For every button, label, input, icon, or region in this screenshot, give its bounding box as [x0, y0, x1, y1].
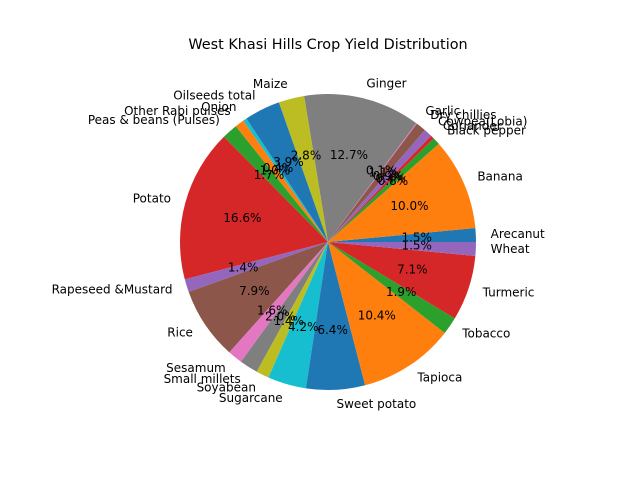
slice-label-peas-beans-pulses: Peas & beans (Pulses) — [88, 113, 220, 127]
slice-percent-ginger: 12.7% — [330, 148, 368, 162]
slice-percent-soyabean: 1.4% — [273, 314, 304, 328]
slice-percent-onion: 0.4% — [263, 161, 294, 175]
slice-label-onion: Onion — [201, 100, 236, 114]
slice-percent-rice: 7.9% — [239, 284, 270, 298]
slice-label-other-rabi-pulses: Other Rabi pulses — [124, 104, 231, 118]
slice-percent-wheat: 1.5% — [401, 239, 432, 253]
slice-percent-turmeric: 7.1% — [397, 262, 428, 276]
slice-percent-potato: 16.6% — [223, 211, 261, 225]
slice-percent-tapioca: 10.4% — [358, 309, 396, 323]
pie-slice-rice — [188, 242, 328, 353]
slice-label-garlic: Garlic — [425, 104, 460, 118]
pie-slice-ginger — [304, 94, 417, 243]
pie-slice-peas-beans-pulses — [223, 126, 328, 242]
slice-percent-tobacco: 1.9% — [386, 285, 417, 299]
slice-label-turmeric: Turmeric — [482, 285, 535, 299]
pie-slice-black-pepper — [328, 138, 439, 242]
slice-label-arecanut: Arecanut — [491, 227, 545, 241]
pie-slice-rapeseed-mustard — [184, 242, 328, 292]
slice-label-dry-chillies: Dry chillies — [430, 108, 496, 122]
slice-label-small-millets: Small millets — [164, 372, 241, 386]
pie-slice-coriander — [328, 135, 434, 242]
pie-slice-small-millets — [240, 242, 328, 372]
slice-label-coriander: Coriander — [443, 119, 502, 133]
pie-slice-other-rabi-pulses — [235, 120, 328, 242]
slice-percent-maize: 2.8% — [291, 148, 322, 162]
slice-percent-coriander: 0.4% — [375, 172, 406, 186]
slice-percent-cowpea-lobia: 0.9% — [373, 169, 404, 183]
pie-slice-dry-chillies — [328, 123, 425, 242]
pie-slice-oilseeds-total — [246, 102, 328, 243]
slice-percent-rapeseed-mustard: 1.4% — [228, 261, 259, 275]
slice-percent-sesamum: 1.6% — [257, 304, 288, 318]
pie-slice-onion — [243, 118, 328, 242]
slice-percent-arecanut: 1.5% — [401, 230, 432, 244]
slice-label-soyabean: Soyabean — [197, 380, 256, 394]
slice-label-ginger: Ginger — [366, 76, 406, 90]
slice-label-sweet-potato: Sweet potato — [336, 397, 416, 411]
pie-slice-banana — [328, 143, 476, 242]
slice-label-sugarcane: Sugarcane — [219, 391, 283, 405]
pie-slice-tapioca — [328, 242, 445, 386]
slice-percent-black-pepper: 0.8% — [378, 174, 409, 188]
slice-label-cowpea-lobia: Cowpea(Lobia) — [438, 115, 527, 129]
slice-percent-dry-chillies: 1.1% — [369, 165, 400, 179]
pie-slice-wheat — [328, 242, 476, 256]
pie-slice-arecanut — [328, 228, 476, 242]
slice-label-black-pepper: Black pepper — [447, 124, 526, 138]
pie-slice-soyabean — [256, 242, 328, 378]
pie-slice-turmeric — [328, 242, 476, 319]
chart-title: West Khasi Hills Crop Yield Distribution — [188, 37, 467, 53]
slice-percent-small-millets: 2.0% — [265, 309, 296, 323]
slice-percent-sweet-potato: 6.4% — [317, 323, 348, 337]
slice-label-potato: Potato — [133, 191, 171, 205]
pie-slice-cowpea-lobia — [328, 130, 432, 242]
pie-slice-maize — [278, 95, 328, 242]
pie-slice-garlic — [328, 123, 417, 242]
slice-percent-oilseeds-total: 3.9% — [273, 155, 304, 169]
slice-label-rapeseed-mustard: Rapeseed &Mustard — [52, 283, 173, 297]
slice-label-tapioca: Tapioca — [416, 371, 462, 385]
pie-slice-sweet-potato — [305, 242, 366, 391]
pie-slice-sugarcane — [268, 242, 328, 389]
pie-slice-sesamum — [229, 242, 328, 362]
pie-slice-tobacco — [328, 242, 455, 333]
slice-percent-banana: 10.0% — [390, 199, 428, 213]
pie-slice-potato — [179, 136, 328, 280]
slice-label-rice: Rice — [167, 325, 193, 339]
slice-percent-peas-beans-pulses: 1.7% — [254, 168, 285, 182]
slice-percent-garlic: 0.1% — [366, 163, 397, 177]
pie-slices — [179, 94, 476, 391]
slice-label-tobacco: Tobacco — [461, 327, 510, 341]
slice-label-sesamum: Sesamum — [166, 361, 226, 375]
pie-labels: Arecanut 1.5% Banana 10.0% Black pepper 0.8% C… — [52, 76, 545, 411]
slice-label-oilseeds-total: Oilseeds total — [173, 89, 255, 103]
slice-label-maize: Maize — [253, 77, 288, 91]
slice-percent-sugarcane: 4.2% — [288, 320, 319, 334]
slice-label-banana: Banana — [477, 170, 523, 184]
slice-label-wheat: Wheat — [491, 242, 530, 256]
slice-percent-other-rabi-pulses: 1.0% — [260, 163, 291, 177]
